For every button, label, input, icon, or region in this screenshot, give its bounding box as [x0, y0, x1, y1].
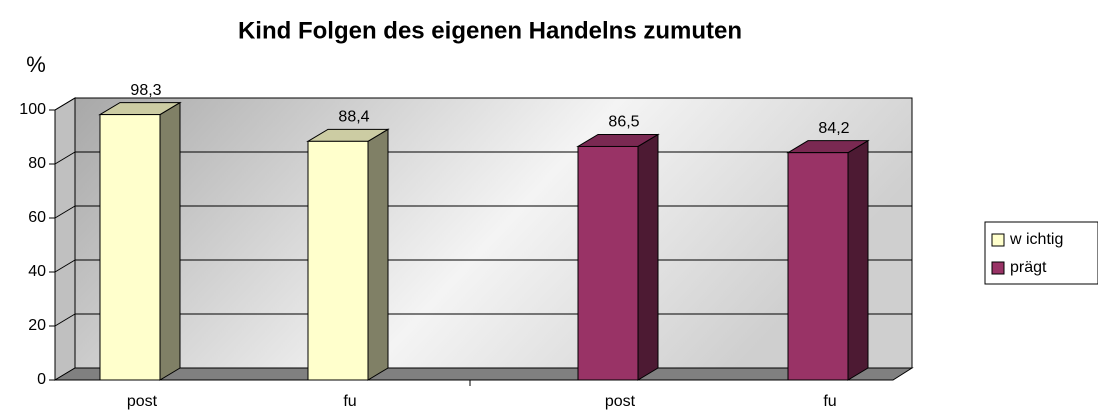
x-tick-label: post — [605, 393, 636, 410]
bar-side — [159, 101, 181, 381]
grid-line — [54, 313, 76, 327]
back-wall — [74, 97, 913, 369]
y-axis-label: % — [26, 52, 46, 77]
bar-side — [847, 139, 869, 381]
data-label: 84,2 — [818, 120, 849, 137]
data-label: 88,4 — [338, 109, 369, 126]
data-label: 98,3 — [130, 82, 161, 99]
x-tick-label: fu — [343, 393, 356, 410]
bar — [787, 152, 849, 381]
grid-line — [54, 205, 76, 219]
grid-line — [54, 259, 76, 273]
bar — [577, 145, 639, 381]
y-tick-label: 60 — [28, 209, 46, 226]
floor — [53, 367, 914, 381]
legend-label: w ichtig — [1009, 231, 1063, 248]
y-tick-label: 20 — [28, 317, 46, 334]
bar-side — [367, 128, 389, 381]
grid-line — [54, 151, 76, 165]
bar-side — [637, 133, 659, 381]
bar — [99, 114, 161, 381]
x-tick-label: post — [127, 393, 158, 410]
data-label: 86,5 — [608, 114, 639, 131]
x-tick-label: fu — [823, 393, 836, 410]
side-wall — [54, 97, 76, 381]
legend-swatch — [991, 261, 1005, 275]
chart-title: Kind Folgen des eigenen Handelns zumuten — [238, 17, 742, 44]
legend-label: prägt — [1010, 259, 1047, 276]
y-tick-label: 40 — [28, 263, 46, 280]
y-tick-label: 0 — [37, 371, 46, 388]
y-tick-label: 100 — [19, 101, 46, 118]
legend-swatch — [991, 233, 1005, 247]
bar — [307, 140, 369, 381]
grid-line — [54, 97, 76, 111]
y-tick-label: 80 — [28, 155, 46, 172]
